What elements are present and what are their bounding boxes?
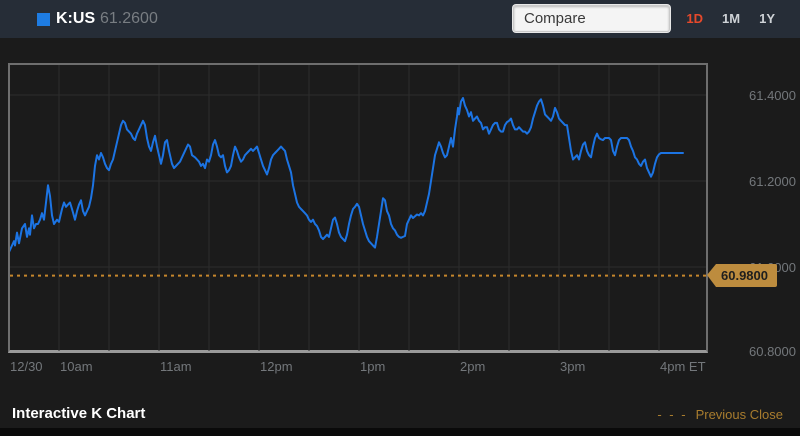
ticker-symbol: K:US xyxy=(56,10,96,27)
plot-area[interactable] xyxy=(8,63,708,353)
last-price: 61.2600 xyxy=(100,10,158,27)
dashed-line-icon: - - - xyxy=(657,407,688,422)
price-line-chart xyxy=(10,65,706,351)
previous-close-legend: - - - Previous Close xyxy=(657,407,783,422)
x-tick-label: 12pm xyxy=(260,359,293,374)
x-tick-label: 2pm xyxy=(460,359,486,374)
previous-close-badge: 60.9800 xyxy=(707,264,777,287)
bottom-strip xyxy=(0,428,800,436)
previous-close-value: 60.9800 xyxy=(716,264,777,287)
y-tick-label: 61.4000 xyxy=(749,88,796,103)
series-swatch-icon xyxy=(37,13,50,26)
x-tick-label: 12/30 xyxy=(10,359,43,374)
range-selector: 1D 1M 1Y xyxy=(686,11,775,26)
chart-header: K:US 61.2600 Compare 1D 1M 1Y xyxy=(0,0,800,38)
range-1d[interactable]: 1D xyxy=(686,11,704,26)
y-tick-label: 61.2000 xyxy=(749,174,796,189)
price-series-line xyxy=(10,97,684,253)
x-tick-label: 1pm xyxy=(360,359,386,374)
range-1y[interactable]: 1Y xyxy=(759,11,775,26)
x-tick-label: 4pm ET xyxy=(660,359,706,374)
range-1m[interactable]: 1M xyxy=(722,11,741,26)
x-tick-label: 3pm xyxy=(560,359,586,374)
badge-arrow-icon xyxy=(707,264,716,287)
chart-title: Interactive K Chart xyxy=(12,405,146,422)
previous-close-legend-label: Previous Close xyxy=(695,407,783,422)
compare-button[interactable]: Compare xyxy=(513,5,670,32)
y-tick-label: 60.8000 xyxy=(749,344,796,359)
x-tick-label: 10am xyxy=(60,359,93,374)
x-tick-label: 11am xyxy=(160,359,192,374)
